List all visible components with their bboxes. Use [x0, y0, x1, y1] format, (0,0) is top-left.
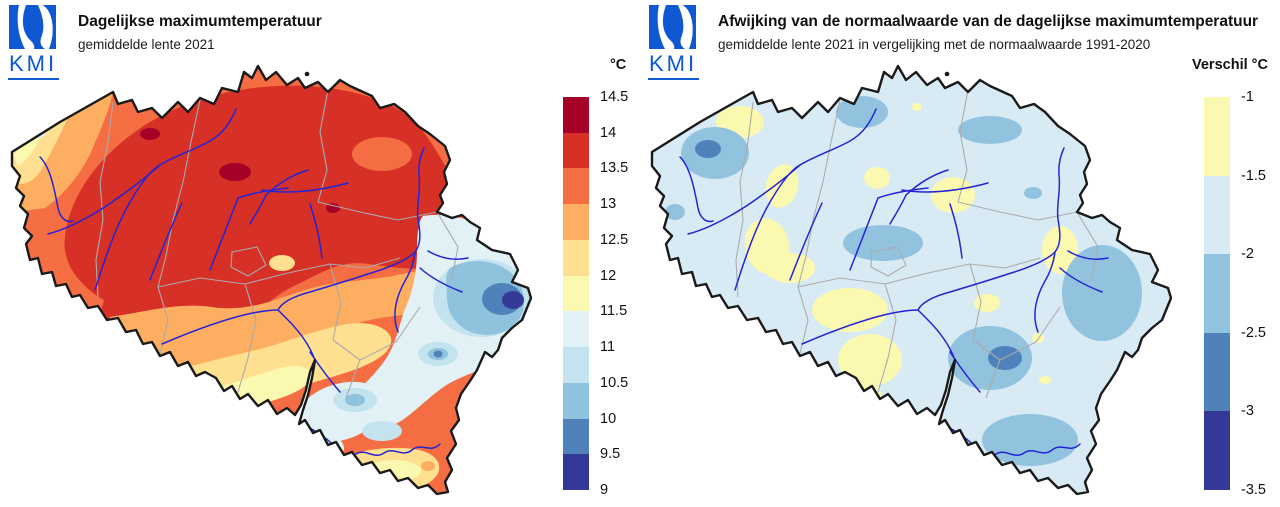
colorbar-tick-label: 12.5 [600, 231, 629, 248]
colorbar-segment [563, 132, 589, 169]
temperature-map [10, 64, 533, 496]
colorbar-tick-label: 13 [600, 196, 617, 213]
right-map-title: Afwijking van de normaalwaarde van de da… [718, 13, 1259, 30]
colorbar-tick-label: -2.5 [1241, 324, 1266, 341]
anomaly-contour-fills [652, 66, 1171, 494]
colorbar-segment [563, 454, 589, 491]
kmi-logo-text: KMI [8, 51, 59, 80]
right-map-subtitle: gemiddelde lente 2021 in vergelijking me… [718, 37, 1151, 52]
colorbar-segment [563, 347, 589, 383]
anomaly-map [650, 64, 1173, 496]
kmi-logo-text: KMI [648, 51, 699, 80]
colorbar-tick-label: 14.5 [600, 89, 629, 105]
colorbar-segment [1204, 332, 1230, 412]
colorbar-tick-label: 10.5 [600, 374, 629, 391]
baarle-enclave-dot [304, 71, 310, 77]
temperature-contour-fills [12, 66, 531, 494]
colorbar-tick-label: -3.5 [1241, 482, 1266, 498]
colorbar-tick-label: -2 [1241, 246, 1254, 263]
colorbar-segment [563, 239, 589, 276]
left-legend-title: °C [610, 57, 627, 73]
colorbar-tick-label: 10 [600, 410, 617, 427]
kmi-logo-mark [649, 5, 696, 49]
right-legend-title: Verschil °C [1192, 57, 1268, 73]
colorbar-tick-label: -3 [1241, 403, 1254, 420]
kmi-logo-mark [9, 5, 56, 49]
colorbar-tick-label: 13.5 [600, 160, 629, 177]
colorbar-tick-label: 12 [600, 267, 617, 284]
colorbar-segment [1204, 254, 1230, 333]
colorbar-segment [563, 97, 589, 133]
colorbar-segment [563, 418, 589, 455]
colorbar-tick-label: -1 [1241, 89, 1254, 105]
left-map-subtitle: gemiddelde lente 2021 [78, 37, 215, 52]
kmi-logo: KMI [648, 5, 700, 80]
colorbar-segment [563, 382, 589, 419]
colorbar-segment [563, 168, 589, 205]
right-colorbar-ticks: -1 -1.5 -2 -2.5 -3 -3.5 [1241, 89, 1280, 498]
colorbar-tick-label: 9.5 [600, 446, 621, 463]
colorbar-segment [1204, 411, 1230, 490]
colorbar-tick-label: 9 [600, 482, 609, 498]
kmi-logo: KMI [8, 5, 60, 80]
baarle-enclave-dot [944, 71, 950, 77]
colorbar-tick-label: 14 [600, 124, 617, 141]
colorbar-segment [563, 275, 589, 312]
colorbar-segment [563, 204, 589, 240]
colorbar-segment [563, 311, 589, 348]
left-colorbar [563, 97, 589, 491]
left-map-title: Dagelijkse maximumtemperatuur [78, 13, 322, 30]
colorbar-segment [1204, 175, 1230, 255]
colorbar-tick-label: -1.5 [1241, 167, 1266, 184]
colorbar-segment [1204, 97, 1230, 176]
colorbar-tick-label: 11.5 [600, 303, 628, 320]
left-colorbar-ticks: 14.5 14 13.5 13 12.5 12 11.5 11 10.5 10 9.5 9 [600, 89, 646, 498]
colorbar-tick-label: 11 [600, 339, 616, 356]
right-colorbar [1204, 97, 1230, 490]
